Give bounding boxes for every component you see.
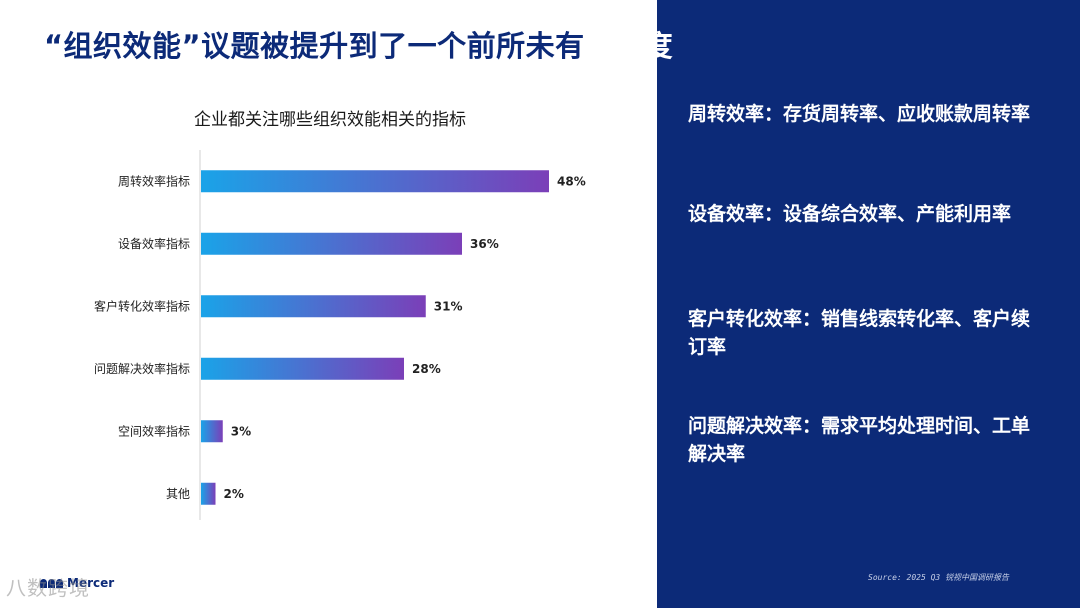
bar: [201, 482, 216, 505]
bar: [201, 295, 426, 318]
logo-text: Mercer: [67, 576, 115, 590]
value-label: 28%: [412, 362, 441, 376]
bullet-equipment-efficiency: 设备效率：设备综合效率、产能利用率: [688, 203, 1012, 225]
category-label: 问题解决效率指标: [94, 361, 190, 376]
right-panel: [657, 0, 1080, 608]
bar: [201, 170, 549, 193]
bar: [201, 357, 404, 380]
category-label: 设备效率指标: [118, 236, 190, 251]
bullet-turnover-efficiency: 周转效率：存货周转率、应收账款周转率: [688, 103, 1031, 125]
bar: [201, 420, 223, 443]
value-label: 2%: [224, 487, 244, 501]
bar: [201, 232, 462, 255]
watermark: 八数跨境: [6, 576, 90, 600]
category-label: 周转效率指标: [118, 173, 190, 188]
mercer-logo-icon: [40, 578, 63, 588]
title-part1: “组织效能”议题被提升到了一个前所未有: [44, 29, 585, 63]
category-label: 空间效率指标: [118, 423, 190, 438]
value-label: 31%: [434, 299, 463, 313]
category-label: 其他: [166, 487, 190, 501]
value-label: 48%: [557, 174, 586, 188]
category-label: 客户转化效率指标: [94, 298, 190, 313]
chart-title: 企业都关注哪些组织效能相关的指标: [194, 110, 466, 130]
title-part2: 的高度: [584, 29, 674, 63]
value-label: 36%: [470, 237, 499, 251]
source-note: Source: 2025 Q3 锐视中国调研报告: [868, 573, 1010, 582]
bar-chart: 周转效率指标 48% 设备效率指标 36% 客户转化效率指标 31% 问题解决效率指标 28%…: [94, 150, 586, 520]
bullet-problem-solving: 问题解决效率：需求平均处理时间、工单解决率: [688, 415, 1031, 465]
bullet-customer-conversion: 客户转化效率：销售线索转化率、客户续订率: [688, 308, 1031, 358]
mercer-logo: Mercer: [40, 574, 114, 592]
page-title: “组织效能”议题被提升到了一个前所未有的高度: [44, 24, 673, 68]
value-label: 3%: [231, 424, 251, 438]
